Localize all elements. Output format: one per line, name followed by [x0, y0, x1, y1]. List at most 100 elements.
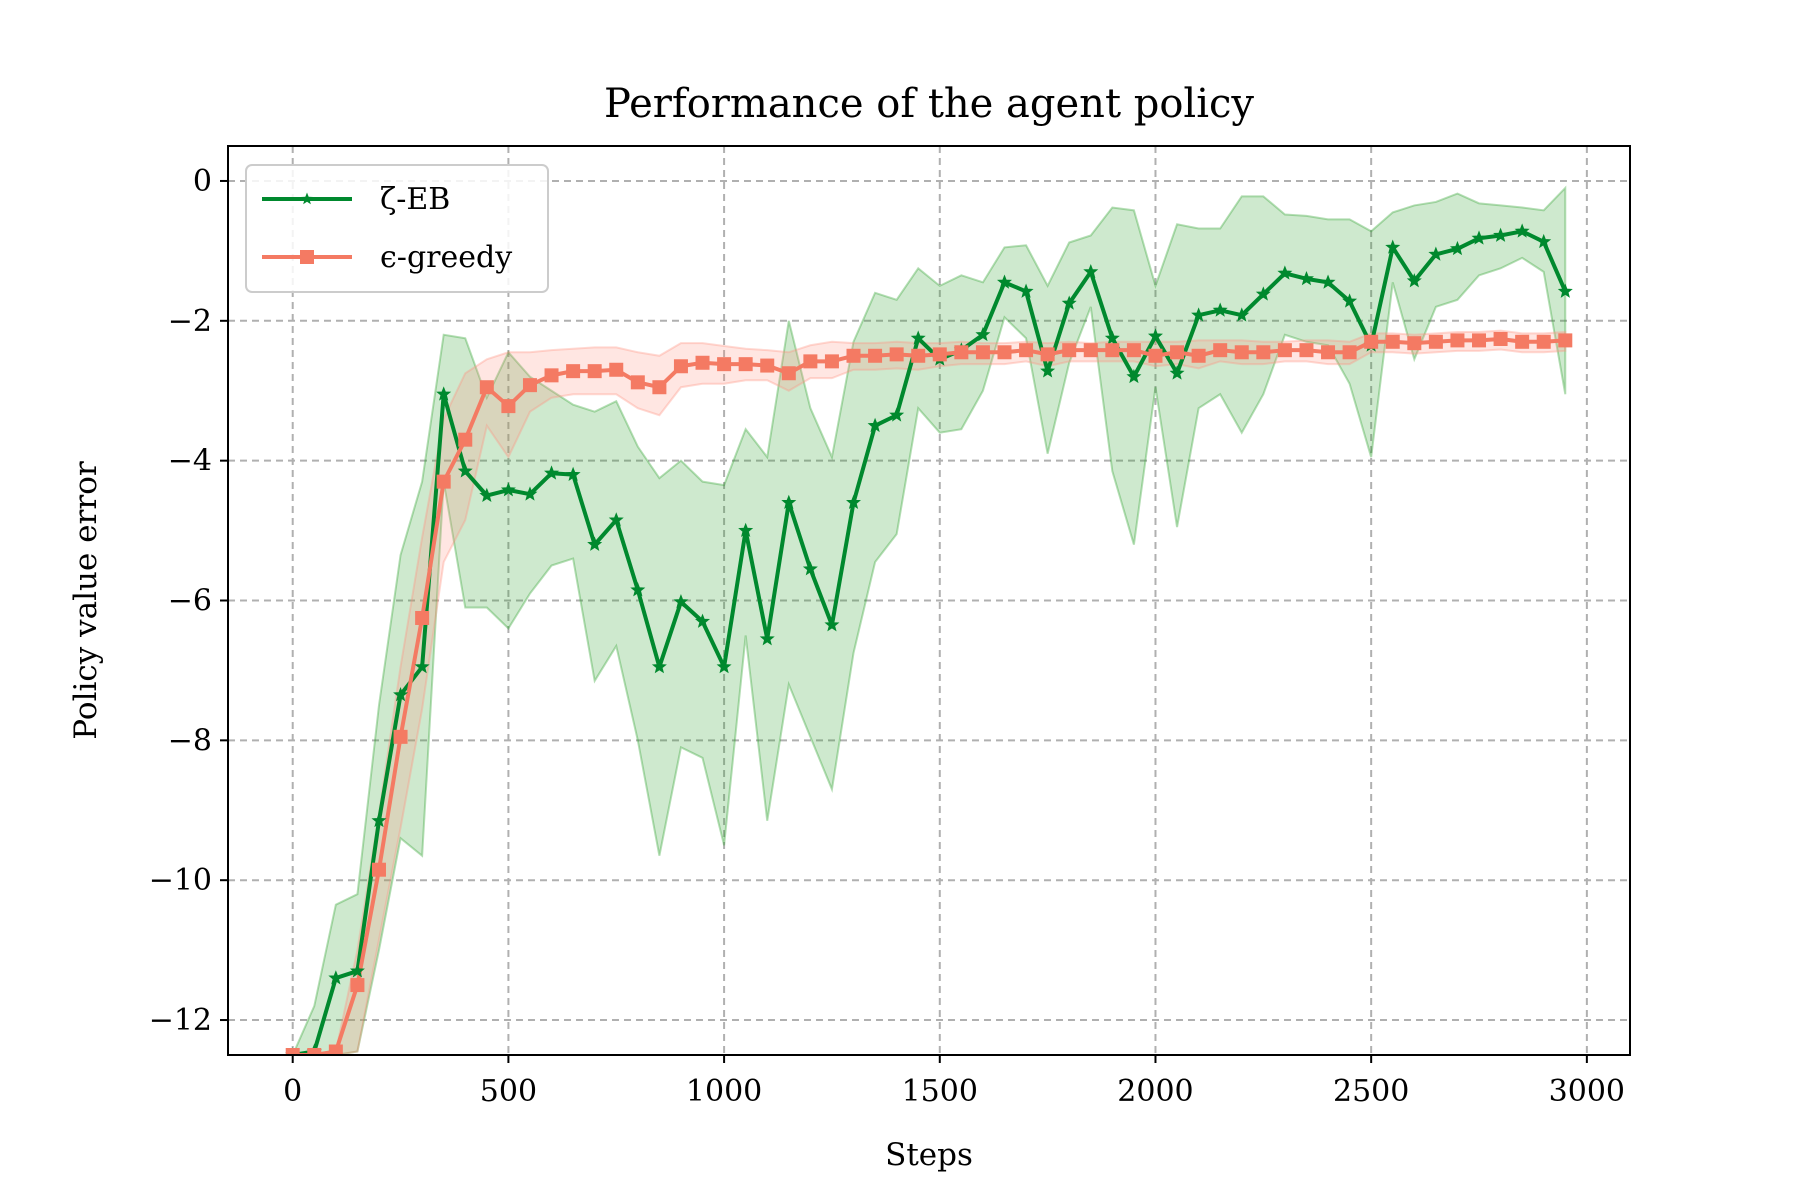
- epsilon-greedy-point: [393, 729, 408, 744]
- x-tick-label: 3000: [1549, 1074, 1625, 1109]
- epsilon-greedy-point: [371, 862, 386, 877]
- zeta-eb-point: [1320, 274, 1336, 289]
- epsilon-greedy-point: [652, 380, 667, 395]
- zeta-eb-point: [1147, 328, 1163, 343]
- epsilon-greedy-point: [760, 358, 775, 373]
- epsilon-greedy-point: [544, 368, 559, 383]
- zeta-eb-point: [673, 594, 689, 609]
- y-tick-label: −8: [168, 723, 212, 758]
- epsilon-greedy-point: [328, 1044, 343, 1055]
- zeta-eb-point: [1083, 263, 1099, 279]
- epsilon-greedy-point: [1558, 333, 1573, 348]
- epsilon-greedy-point: [1472, 333, 1487, 348]
- zeta-eb-point: [349, 963, 365, 978]
- zeta-eb-point: [1557, 283, 1573, 298]
- epsilon-greedy-point: [868, 348, 883, 363]
- epsilon-greedy-point: [1105, 343, 1120, 358]
- zeta-eb-point: [889, 407, 905, 422]
- zeta-eb-point: [1471, 230, 1487, 245]
- zeta-eb-point: [1298, 270, 1314, 286]
- epsilon-greedy-point: [1299, 343, 1314, 358]
- zeta-eb-point: [1406, 273, 1422, 288]
- epsilon-greedy-point: [846, 348, 861, 363]
- epsilon-greedy-point: [695, 355, 710, 370]
- epsilon-greedy-point: [1536, 334, 1551, 349]
- zeta-eb-point: [1342, 293, 1358, 308]
- zeta-eb-point: [479, 487, 495, 502]
- epsilon-greedy-point: [285, 1048, 300, 1055]
- epsilon-greedy-point: [1040, 347, 1055, 362]
- zeta-eb-point: [824, 617, 840, 632]
- zeta-eb-point: [1449, 240, 1465, 256]
- zeta-eb-point: [1385, 239, 1401, 254]
- epsilon-greedy-point: [1342, 345, 1357, 360]
- zeta-eb-point: [500, 482, 516, 497]
- epsilon-greedy-point: [1321, 345, 1336, 360]
- confidence-bands: [291, 185, 1567, 1055]
- zeta-eb-point: [1212, 302, 1228, 317]
- zeta-eb-point: [371, 812, 387, 828]
- epsilon-greedy-point: [803, 354, 818, 369]
- zeta-eb-point: [1277, 265, 1293, 280]
- x-tick-label: 2500: [1333, 1074, 1409, 1109]
- zeta-eb-point: [1191, 307, 1207, 322]
- epsilon-greedy-point: [1277, 343, 1292, 358]
- epsilon-greedy-point: [479, 380, 494, 395]
- epsilon-greedy-band: [292, 329, 1567, 1055]
- epsilon-greedy-point: [1450, 333, 1465, 348]
- zeta-eb-point: [544, 465, 560, 480]
- epsilon-greedy-point: [1428, 334, 1443, 349]
- zeta-eb-point: [1104, 330, 1120, 345]
- zeta-eb-point: [975, 326, 991, 342]
- zeta-eb-point: [393, 687, 409, 702]
- epsilon-greedy-point: [415, 610, 430, 625]
- axis-ticks: 0 500 1000 1500 2000 2500 3000 0 −2 −4 −6 −8 −10 −12: [149, 164, 1625, 1109]
- epsilon-greedy-point: [1019, 343, 1034, 358]
- epsilon-greedy-point: [932, 347, 947, 362]
- zeta-eb-point: [846, 494, 862, 509]
- x-tick-label: 1000: [686, 1074, 762, 1109]
- epsilon-greedy-point: [911, 348, 926, 363]
- epsilon-greedy-point: [1170, 345, 1185, 360]
- y-tick-label: 0: [193, 164, 212, 199]
- epsilon-greedy-point: [1493, 331, 1508, 346]
- zeta-eb-point: [587, 536, 603, 551]
- zeta-eb-point: [1234, 307, 1250, 322]
- epsilon-greedy-point: [458, 432, 473, 447]
- zeta-eb-point: [867, 417, 883, 433]
- zeta-eb-point: [522, 486, 538, 501]
- zeta-eb-point: [630, 582, 646, 597]
- series-markers: [285, 223, 1573, 1055]
- epsilon-greedy-point: [673, 359, 688, 374]
- epsilon-greedy-point: [997, 345, 1012, 360]
- zeta-eb-point: [1514, 223, 1530, 238]
- zeta-eb-point: [1536, 233, 1552, 249]
- epsilon-greedy-point: [307, 1048, 322, 1055]
- zeta-eb-point: [1493, 227, 1509, 242]
- x-tick-label: 1500: [902, 1074, 978, 1109]
- y-axis-title: Policy value error: [68, 461, 104, 740]
- legend-label-epsilon-greedy: ϵ-greedy: [380, 240, 512, 275]
- y-tick-label: −2: [168, 304, 212, 339]
- epsilon-greedy-point: [522, 378, 537, 393]
- zeta-eb-point: [996, 274, 1012, 289]
- epsilon-greedy-point: [1385, 334, 1400, 349]
- zeta-eb-point: [1169, 365, 1185, 380]
- zeta-eb-point: [651, 659, 667, 674]
- zeta-eb-point: [457, 463, 473, 478]
- zeta-eb-point: [1255, 286, 1271, 301]
- epsilon-greedy-point: [738, 357, 753, 372]
- epsilon-greedy-point: [501, 399, 516, 414]
- zeta-eb-point: [781, 494, 797, 509]
- legend-box: [245, 164, 549, 293]
- x-tick-label: 500: [480, 1074, 537, 1109]
- zeta-eb-band: [291, 185, 1567, 1055]
- epsilon-greedy-point: [717, 357, 732, 372]
- legend-marker-zeta-eb: [300, 192, 314, 205]
- epsilon-greedy-point: [1062, 343, 1077, 358]
- zeta-eb-point: [436, 386, 452, 401]
- x-tick-label: 0: [283, 1074, 302, 1109]
- epsilon-greedy-point: [1213, 343, 1228, 358]
